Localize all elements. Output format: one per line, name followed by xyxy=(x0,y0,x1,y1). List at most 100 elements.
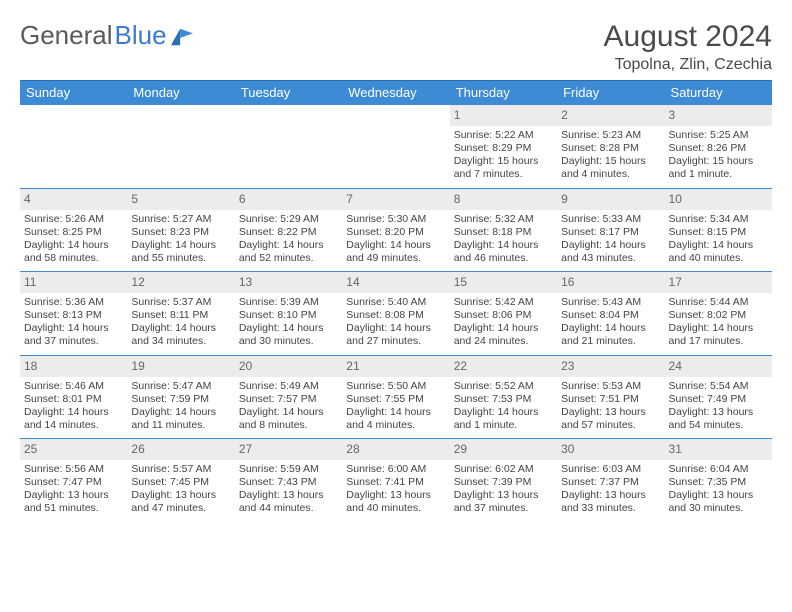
daylight-line: Daylight: 15 hours and 4 minutes. xyxy=(561,155,660,181)
daylight-line: Daylight: 14 hours and 58 minutes. xyxy=(24,239,123,265)
sunset-line: Sunset: 7:57 PM xyxy=(239,393,338,406)
sunrise-line: Sunrise: 5:27 AM xyxy=(131,213,230,226)
title-block: August 2024 Topolna, Zlin, Czechia xyxy=(604,20,772,74)
day-number: 24 xyxy=(665,356,772,377)
weekday-header: Saturday xyxy=(665,81,772,105)
sunset-line: Sunset: 8:17 PM xyxy=(561,226,660,239)
day-cell: 2Sunrise: 5:23 AMSunset: 8:28 PMDaylight… xyxy=(557,105,664,189)
daylight-line: Daylight: 14 hours and 11 minutes. xyxy=(131,406,230,432)
sunrise-line: Sunrise: 5:26 AM xyxy=(24,213,123,226)
day-number: 2 xyxy=(557,105,664,126)
empty-cell xyxy=(127,105,234,189)
sunrise-line: Sunrise: 5:39 AM xyxy=(239,296,338,309)
daylight-line: Daylight: 14 hours and 1 minute. xyxy=(454,406,553,432)
day-cell: 17Sunrise: 5:44 AMSunset: 8:02 PMDayligh… xyxy=(665,272,772,356)
day-cell: 16Sunrise: 5:43 AMSunset: 8:04 PMDayligh… xyxy=(557,272,664,356)
calendar-row: 25Sunrise: 5:56 AMSunset: 7:47 PMDayligh… xyxy=(20,439,772,522)
weekday-header: Sunday xyxy=(20,81,127,105)
sunset-line: Sunset: 8:13 PM xyxy=(24,309,123,322)
sunset-line: Sunset: 8:10 PM xyxy=(239,309,338,322)
day-cell: 9Sunrise: 5:33 AMSunset: 8:17 PMDaylight… xyxy=(557,188,664,272)
day-number: 29 xyxy=(450,439,557,460)
day-cell: 11Sunrise: 5:36 AMSunset: 8:13 PMDayligh… xyxy=(20,272,127,356)
sunrise-line: Sunrise: 6:02 AM xyxy=(454,463,553,476)
sunset-line: Sunset: 8:25 PM xyxy=(24,226,123,239)
calendar-row: 11Sunrise: 5:36 AMSunset: 8:13 PMDayligh… xyxy=(20,272,772,356)
day-cell: 1Sunrise: 5:22 AMSunset: 8:29 PMDaylight… xyxy=(450,105,557,189)
calendar-body: 1Sunrise: 5:22 AMSunset: 8:29 PMDaylight… xyxy=(20,105,772,522)
sunrise-line: Sunrise: 5:22 AM xyxy=(454,129,553,142)
day-number: 15 xyxy=(450,272,557,293)
day-cell: 31Sunrise: 6:04 AMSunset: 7:35 PMDayligh… xyxy=(665,439,772,522)
day-number: 18 xyxy=(20,356,127,377)
sunrise-line: Sunrise: 5:36 AM xyxy=(24,296,123,309)
day-cell: 20Sunrise: 5:49 AMSunset: 7:57 PMDayligh… xyxy=(235,355,342,439)
day-number: 27 xyxy=(235,439,342,460)
daylight-line: Daylight: 13 hours and 51 minutes. xyxy=(24,489,123,515)
day-cell: 6Sunrise: 5:29 AMSunset: 8:22 PMDaylight… xyxy=(235,188,342,272)
day-number: 10 xyxy=(665,189,772,210)
sunrise-line: Sunrise: 5:52 AM xyxy=(454,380,553,393)
day-cell: 21Sunrise: 5:50 AMSunset: 7:55 PMDayligh… xyxy=(342,355,449,439)
day-number: 7 xyxy=(342,189,449,210)
sunrise-line: Sunrise: 5:59 AM xyxy=(239,463,338,476)
sunrise-line: Sunrise: 5:34 AM xyxy=(669,213,768,226)
sunrise-line: Sunrise: 5:42 AM xyxy=(454,296,553,309)
day-number: 17 xyxy=(665,272,772,293)
day-cell: 13Sunrise: 5:39 AMSunset: 8:10 PMDayligh… xyxy=(235,272,342,356)
day-cell: 27Sunrise: 5:59 AMSunset: 7:43 PMDayligh… xyxy=(235,439,342,522)
sunset-line: Sunset: 8:22 PM xyxy=(239,226,338,239)
day-number: 1 xyxy=(450,105,557,126)
day-number: 4 xyxy=(20,189,127,210)
sunset-line: Sunset: 7:37 PM xyxy=(561,476,660,489)
daylight-line: Daylight: 14 hours and 37 minutes. xyxy=(24,322,123,348)
day-cell: 7 Sunrise: 5:30 AMSunset: 8:20 PMDaylight… xyxy=(342,188,449,272)
sunset-line: Sunset: 7:41 PM xyxy=(346,476,445,489)
daylight-line: Daylight: 14 hours and 17 minutes. xyxy=(669,322,768,348)
day-number: 25 xyxy=(20,439,127,460)
daylight-line: Daylight: 14 hours and 55 minutes. xyxy=(131,239,230,265)
weekday-header: Tuesday xyxy=(235,81,342,105)
day-cell: 3Sunrise: 5:25 AMSunset: 8:26 PMDaylight… xyxy=(665,105,772,189)
sunrise-line: Sunrise: 5:37 AM xyxy=(131,296,230,309)
sunrise-line: Sunrise: 5:30 AM xyxy=(346,213,445,226)
sunset-line: Sunset: 8:01 PM xyxy=(24,393,123,406)
flag-icon xyxy=(171,28,193,46)
sunset-line: Sunset: 7:45 PM xyxy=(131,476,230,489)
day-number: 12 xyxy=(127,272,234,293)
day-cell: 26Sunrise: 5:57 AMSunset: 7:45 PMDayligh… xyxy=(127,439,234,522)
brand-part2: Blue xyxy=(115,20,167,51)
day-number: 19 xyxy=(127,356,234,377)
daylight-line: Daylight: 14 hours and 49 minutes. xyxy=(346,239,445,265)
sunrise-line: Sunrise: 5:40 AM xyxy=(346,296,445,309)
daylight-line: Daylight: 13 hours and 54 minutes. xyxy=(669,406,768,432)
day-cell: 28Sunrise: 6:00 AMSunset: 7:41 PMDayligh… xyxy=(342,439,449,522)
day-cell: 25 Sunrise: 5:56 AMSunset: 7:47 PMDayligh… xyxy=(20,439,127,522)
sunrise-line: Sunrise: 5:56 AM xyxy=(24,463,123,476)
sunset-line: Sunset: 8:06 PM xyxy=(454,309,553,322)
month-title: August 2024 xyxy=(604,20,772,54)
sunrise-line: Sunrise: 5:53 AM xyxy=(561,380,660,393)
sunset-line: Sunset: 7:47 PM xyxy=(24,476,123,489)
daylight-line: Daylight: 14 hours and 21 minutes. xyxy=(561,322,660,348)
day-number: 6 xyxy=(235,189,342,210)
calendar-table: SundayMondayTuesdayWednesdayThursdayFrid… xyxy=(20,80,772,522)
daylight-line: Daylight: 14 hours and 27 minutes. xyxy=(346,322,445,348)
day-number: 30 xyxy=(557,439,664,460)
sunset-line: Sunset: 7:49 PM xyxy=(669,393,768,406)
sunrise-line: Sunrise: 6:04 AM xyxy=(669,463,768,476)
sunset-line: Sunset: 8:26 PM xyxy=(669,142,768,155)
daylight-line: Daylight: 14 hours and 8 minutes. xyxy=(239,406,338,432)
sunset-line: Sunset: 8:20 PM xyxy=(346,226,445,239)
daylight-line: Daylight: 13 hours and 37 minutes. xyxy=(454,489,553,515)
day-number: 28 xyxy=(342,439,449,460)
sunrise-line: Sunrise: 5:46 AM xyxy=(24,380,123,393)
daylight-line: Daylight: 14 hours and 46 minutes. xyxy=(454,239,553,265)
daylight-line: Daylight: 14 hours and 40 minutes. xyxy=(669,239,768,265)
header: GeneralBlue August 2024 Topolna, Zlin, C… xyxy=(20,20,772,74)
sunrise-line: Sunrise: 5:54 AM xyxy=(669,380,768,393)
empty-cell xyxy=(235,105,342,189)
sunrise-line: Sunrise: 5:43 AM xyxy=(561,296,660,309)
calendar-head: SundayMondayTuesdayWednesdayThursdayFrid… xyxy=(20,81,772,105)
day-cell: 19Sunrise: 5:47 AMSunset: 7:59 PMDayligh… xyxy=(127,355,234,439)
